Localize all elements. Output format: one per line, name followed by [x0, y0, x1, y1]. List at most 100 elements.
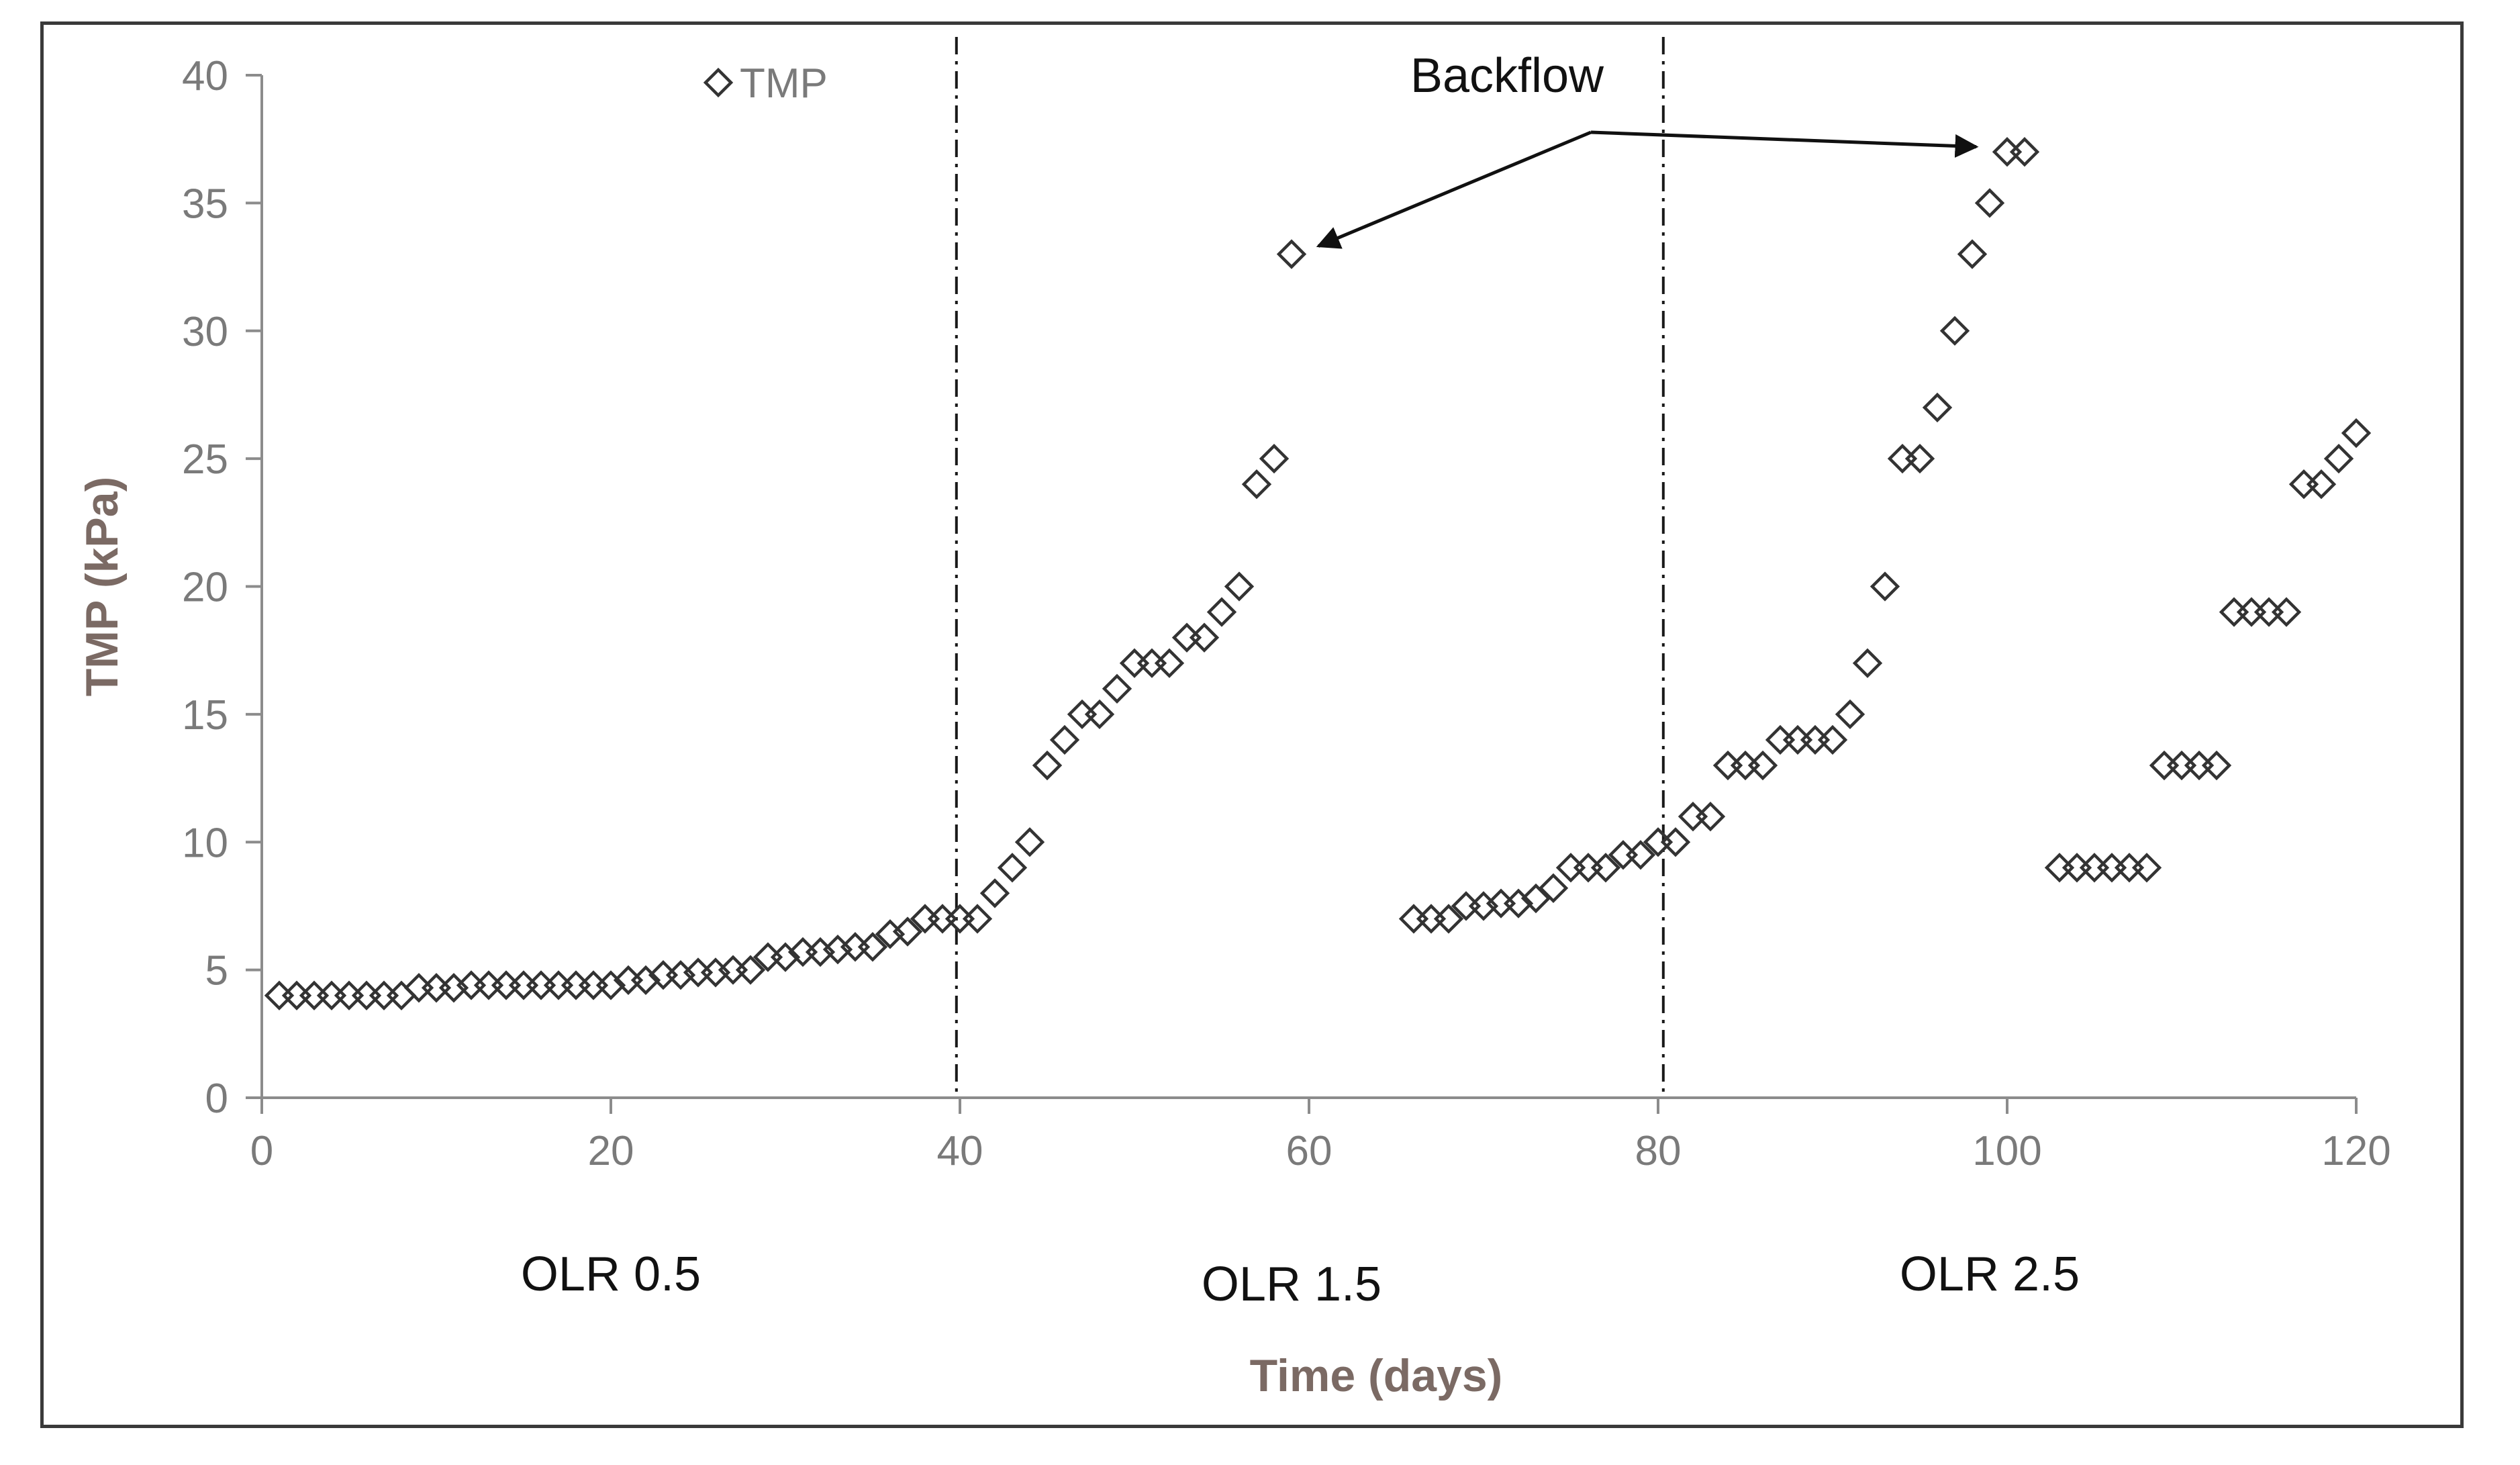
tmp-point [1067, 699, 1098, 730]
tmp-point [543, 970, 574, 1000]
tmp-point [1660, 827, 1691, 857]
tmp-point [997, 853, 1028, 883]
tmp-point [857, 932, 888, 962]
tmp-point [1171, 622, 1202, 653]
tmp-point [1573, 853, 1604, 883]
legend-label-tmp: TMP [740, 60, 828, 107]
tmp-point [2079, 853, 2110, 883]
tmp-point [2271, 597, 2302, 627]
backflow-arrow-left [1316, 130, 1592, 249]
tmp-point [1870, 571, 1900, 602]
tmp-point [1974, 188, 2005, 218]
x-axis-title: Time (days) [1250, 1350, 1503, 1401]
tmp-point [2201, 750, 2232, 781]
tmp-point [1765, 724, 1796, 755]
tmp-point [2288, 469, 2319, 500]
y-tick-label: 10 [182, 820, 228, 866]
tmp-point [351, 980, 382, 1010]
backflow-arrows [1316, 130, 1979, 249]
tmp-point [1922, 392, 1953, 423]
tmp-point [892, 916, 923, 947]
tmp-point [1782, 724, 1813, 755]
x-tick-label: 80 [1635, 1128, 1682, 1174]
tmp-point [526, 970, 556, 1000]
tmp-point [1747, 750, 1778, 781]
tmp-point [2341, 418, 2372, 448]
tmp-point [2062, 853, 2092, 883]
tmp-point [979, 878, 1010, 908]
tmp-point [316, 980, 347, 1010]
y-tick-label: 35 [182, 181, 228, 227]
tmp-point [2184, 750, 2215, 781]
y-tick-label: 30 [182, 309, 228, 355]
tmp-point [2131, 853, 2162, 883]
tmp-point [735, 955, 766, 985]
tmp-point [473, 970, 504, 1000]
tmp-point [2114, 853, 2145, 883]
tmp-point [1625, 840, 1656, 870]
tmp-point [962, 904, 993, 934]
y-tick-label: 15 [182, 692, 228, 739]
region-label-olr-2-5: OLR 2.5 [1900, 1247, 2080, 1301]
tmp-point [1939, 316, 1970, 346]
tmp-point [2219, 597, 2249, 627]
tmp-point [2044, 853, 2075, 883]
x-tick-label: 100 [1972, 1128, 2041, 1174]
tmp-point [1520, 883, 1551, 914]
tmp-point [421, 973, 452, 1003]
tmp-scatter-chart: 0 5 10 15 20 25 30 35 40 0 20 40 60 80 100 120 TMP (kPa… [77, 37, 2391, 1401]
region-label-olr-0-5: OLR 0.5 [521, 1247, 701, 1301]
tmp-point [491, 970, 522, 1000]
tmp-point [1503, 888, 1534, 918]
chart-frame: 0 5 10 15 20 25 30 35 40 0 20 40 60 80 100 120 TMP (kPa… [40, 21, 2464, 1428]
chart-labels: TMP (kPa) Time (days) TMP Backflow OLR 0… [77, 49, 2080, 1401]
tmp-point [1538, 873, 1569, 903]
tmp-point [2166, 750, 2197, 781]
tmp-point [1416, 904, 1447, 934]
tmp-point [369, 980, 399, 1010]
tmp-point [1224, 571, 1255, 602]
tmp-point [1189, 622, 1220, 653]
tmp-point [1992, 137, 2023, 167]
y-axis-title: TMP (kPa) [77, 477, 128, 696]
tmp-point [1014, 827, 1045, 857]
tmp-series-points [264, 137, 2372, 1010]
tmp-point [2009, 137, 2040, 167]
tmp-point [386, 980, 417, 1010]
y-tick-label: 40 [182, 53, 228, 99]
tmp-point [334, 980, 365, 1010]
tmp-point [299, 980, 330, 1010]
tmp-point [1398, 904, 1429, 934]
tmp-point [264, 980, 295, 1010]
tmp-point [630, 965, 661, 996]
y-tick-label: 0 [205, 1076, 228, 1122]
tmp-point [1102, 673, 1132, 704]
tmp-point [2236, 597, 2267, 627]
tmp-point [1835, 699, 1865, 730]
y-tick-label: 20 [182, 565, 228, 611]
tmp-point [595, 970, 626, 1000]
tmp-point [1678, 801, 1708, 832]
tmp-point [927, 904, 958, 934]
tmp-point [1852, 648, 1883, 678]
tmp-point [1730, 750, 1761, 781]
tmp-point [1887, 443, 1918, 474]
tmp-point [1904, 443, 1935, 474]
tmp-point [1712, 750, 1743, 781]
x-tick-label: 120 [2321, 1128, 2390, 1174]
tmp-point [1433, 904, 1464, 934]
tmp-point [1590, 853, 1621, 883]
tmp-point [561, 970, 591, 1000]
tmp-point [281, 980, 312, 1010]
tmp-point [2254, 597, 2284, 627]
tmp-point [1555, 853, 1586, 883]
tmp-point [2306, 469, 2337, 500]
x-tick-label: 0 [250, 1128, 273, 1174]
y-tick-label: 25 [182, 436, 228, 483]
y-tick-label: 5 [205, 948, 228, 994]
tmp-point [578, 970, 609, 1000]
x-tick-label: 40 [937, 1128, 983, 1174]
tmp-point [403, 973, 434, 1003]
tmp-point [770, 942, 801, 972]
backflow-arrow-right [1590, 130, 1979, 158]
